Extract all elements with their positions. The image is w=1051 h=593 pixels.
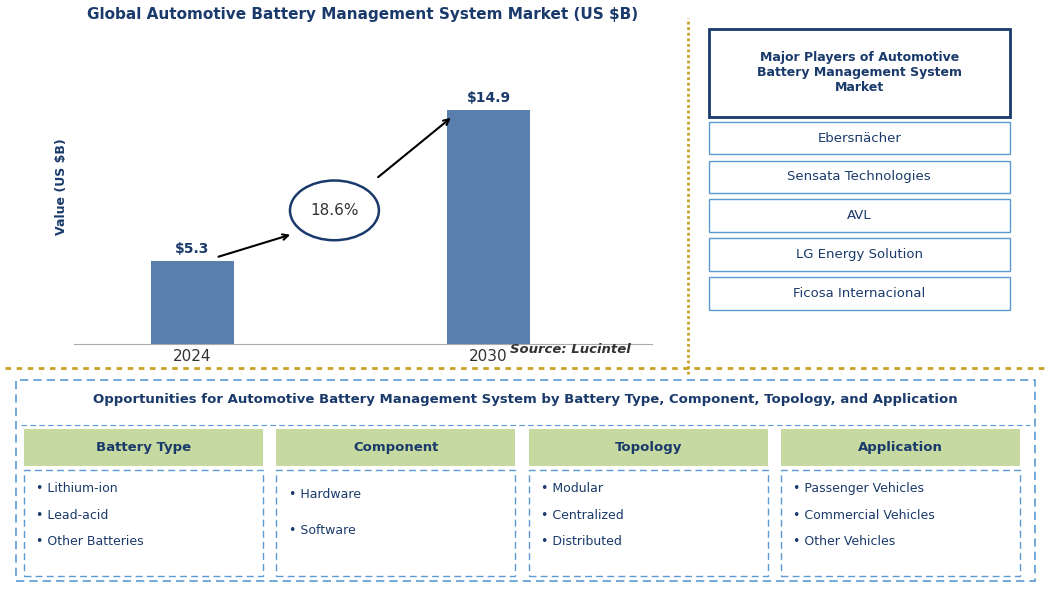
Text: Topology: Topology xyxy=(615,441,682,454)
Y-axis label: Value (US $B): Value (US $B) xyxy=(55,138,68,235)
Text: LG Energy Solution: LG Energy Solution xyxy=(796,248,923,261)
Text: Ebersпächer: Ebersпächer xyxy=(818,132,901,145)
FancyBboxPatch shape xyxy=(708,238,1010,271)
Text: • Hardware: • Hardware xyxy=(289,488,360,501)
FancyBboxPatch shape xyxy=(708,277,1010,310)
Text: Component: Component xyxy=(353,441,438,454)
Text: • Other Vehicles: • Other Vehicles xyxy=(794,535,895,548)
Text: • Distributed: • Distributed xyxy=(541,535,622,548)
FancyBboxPatch shape xyxy=(16,380,1035,581)
Text: 18.6%: 18.6% xyxy=(310,203,358,218)
Text: • Modular: • Modular xyxy=(541,482,603,495)
Text: • Centralized: • Centralized xyxy=(541,509,623,521)
Text: Ficosa Internacional: Ficosa Internacional xyxy=(794,287,925,300)
FancyBboxPatch shape xyxy=(781,470,1019,576)
Title: Global Automotive Battery Management System Market (US $B): Global Automotive Battery Management Sys… xyxy=(87,7,638,21)
Text: Application: Application xyxy=(858,441,943,454)
Text: • Lead-acid: • Lead-acid xyxy=(36,509,108,521)
FancyBboxPatch shape xyxy=(529,470,767,576)
Bar xyxy=(150,261,233,344)
Text: Major Players of Automotive
Battery Management System
Market: Major Players of Automotive Battery Mana… xyxy=(757,52,962,94)
FancyBboxPatch shape xyxy=(24,470,263,576)
FancyBboxPatch shape xyxy=(276,470,515,576)
Text: • Other Batteries: • Other Batteries xyxy=(36,535,144,548)
FancyBboxPatch shape xyxy=(708,199,1010,232)
Text: Opportunities for Automotive Battery Management System by Battery Type, Componen: Opportunities for Automotive Battery Man… xyxy=(94,393,957,406)
Text: Sensata Technologies: Sensata Technologies xyxy=(787,170,931,183)
FancyBboxPatch shape xyxy=(708,29,1010,117)
Text: $14.9: $14.9 xyxy=(467,91,511,105)
Bar xyxy=(447,110,530,344)
FancyBboxPatch shape xyxy=(276,429,515,467)
Text: AVL: AVL xyxy=(847,209,871,222)
FancyBboxPatch shape xyxy=(708,122,1010,154)
Text: • Passenger Vehicles: • Passenger Vehicles xyxy=(794,482,924,495)
FancyBboxPatch shape xyxy=(529,429,767,467)
FancyBboxPatch shape xyxy=(24,429,263,467)
Text: • Lithium-ion: • Lithium-ion xyxy=(36,482,118,495)
FancyBboxPatch shape xyxy=(781,429,1019,467)
Text: Battery Type: Battery Type xyxy=(96,441,191,454)
Text: $5.3: $5.3 xyxy=(174,242,209,256)
Text: • Commercial Vehicles: • Commercial Vehicles xyxy=(794,509,935,521)
Text: Source: Lucintel: Source: Lucintel xyxy=(510,343,631,356)
FancyBboxPatch shape xyxy=(708,161,1010,193)
Text: • Software: • Software xyxy=(289,524,355,537)
